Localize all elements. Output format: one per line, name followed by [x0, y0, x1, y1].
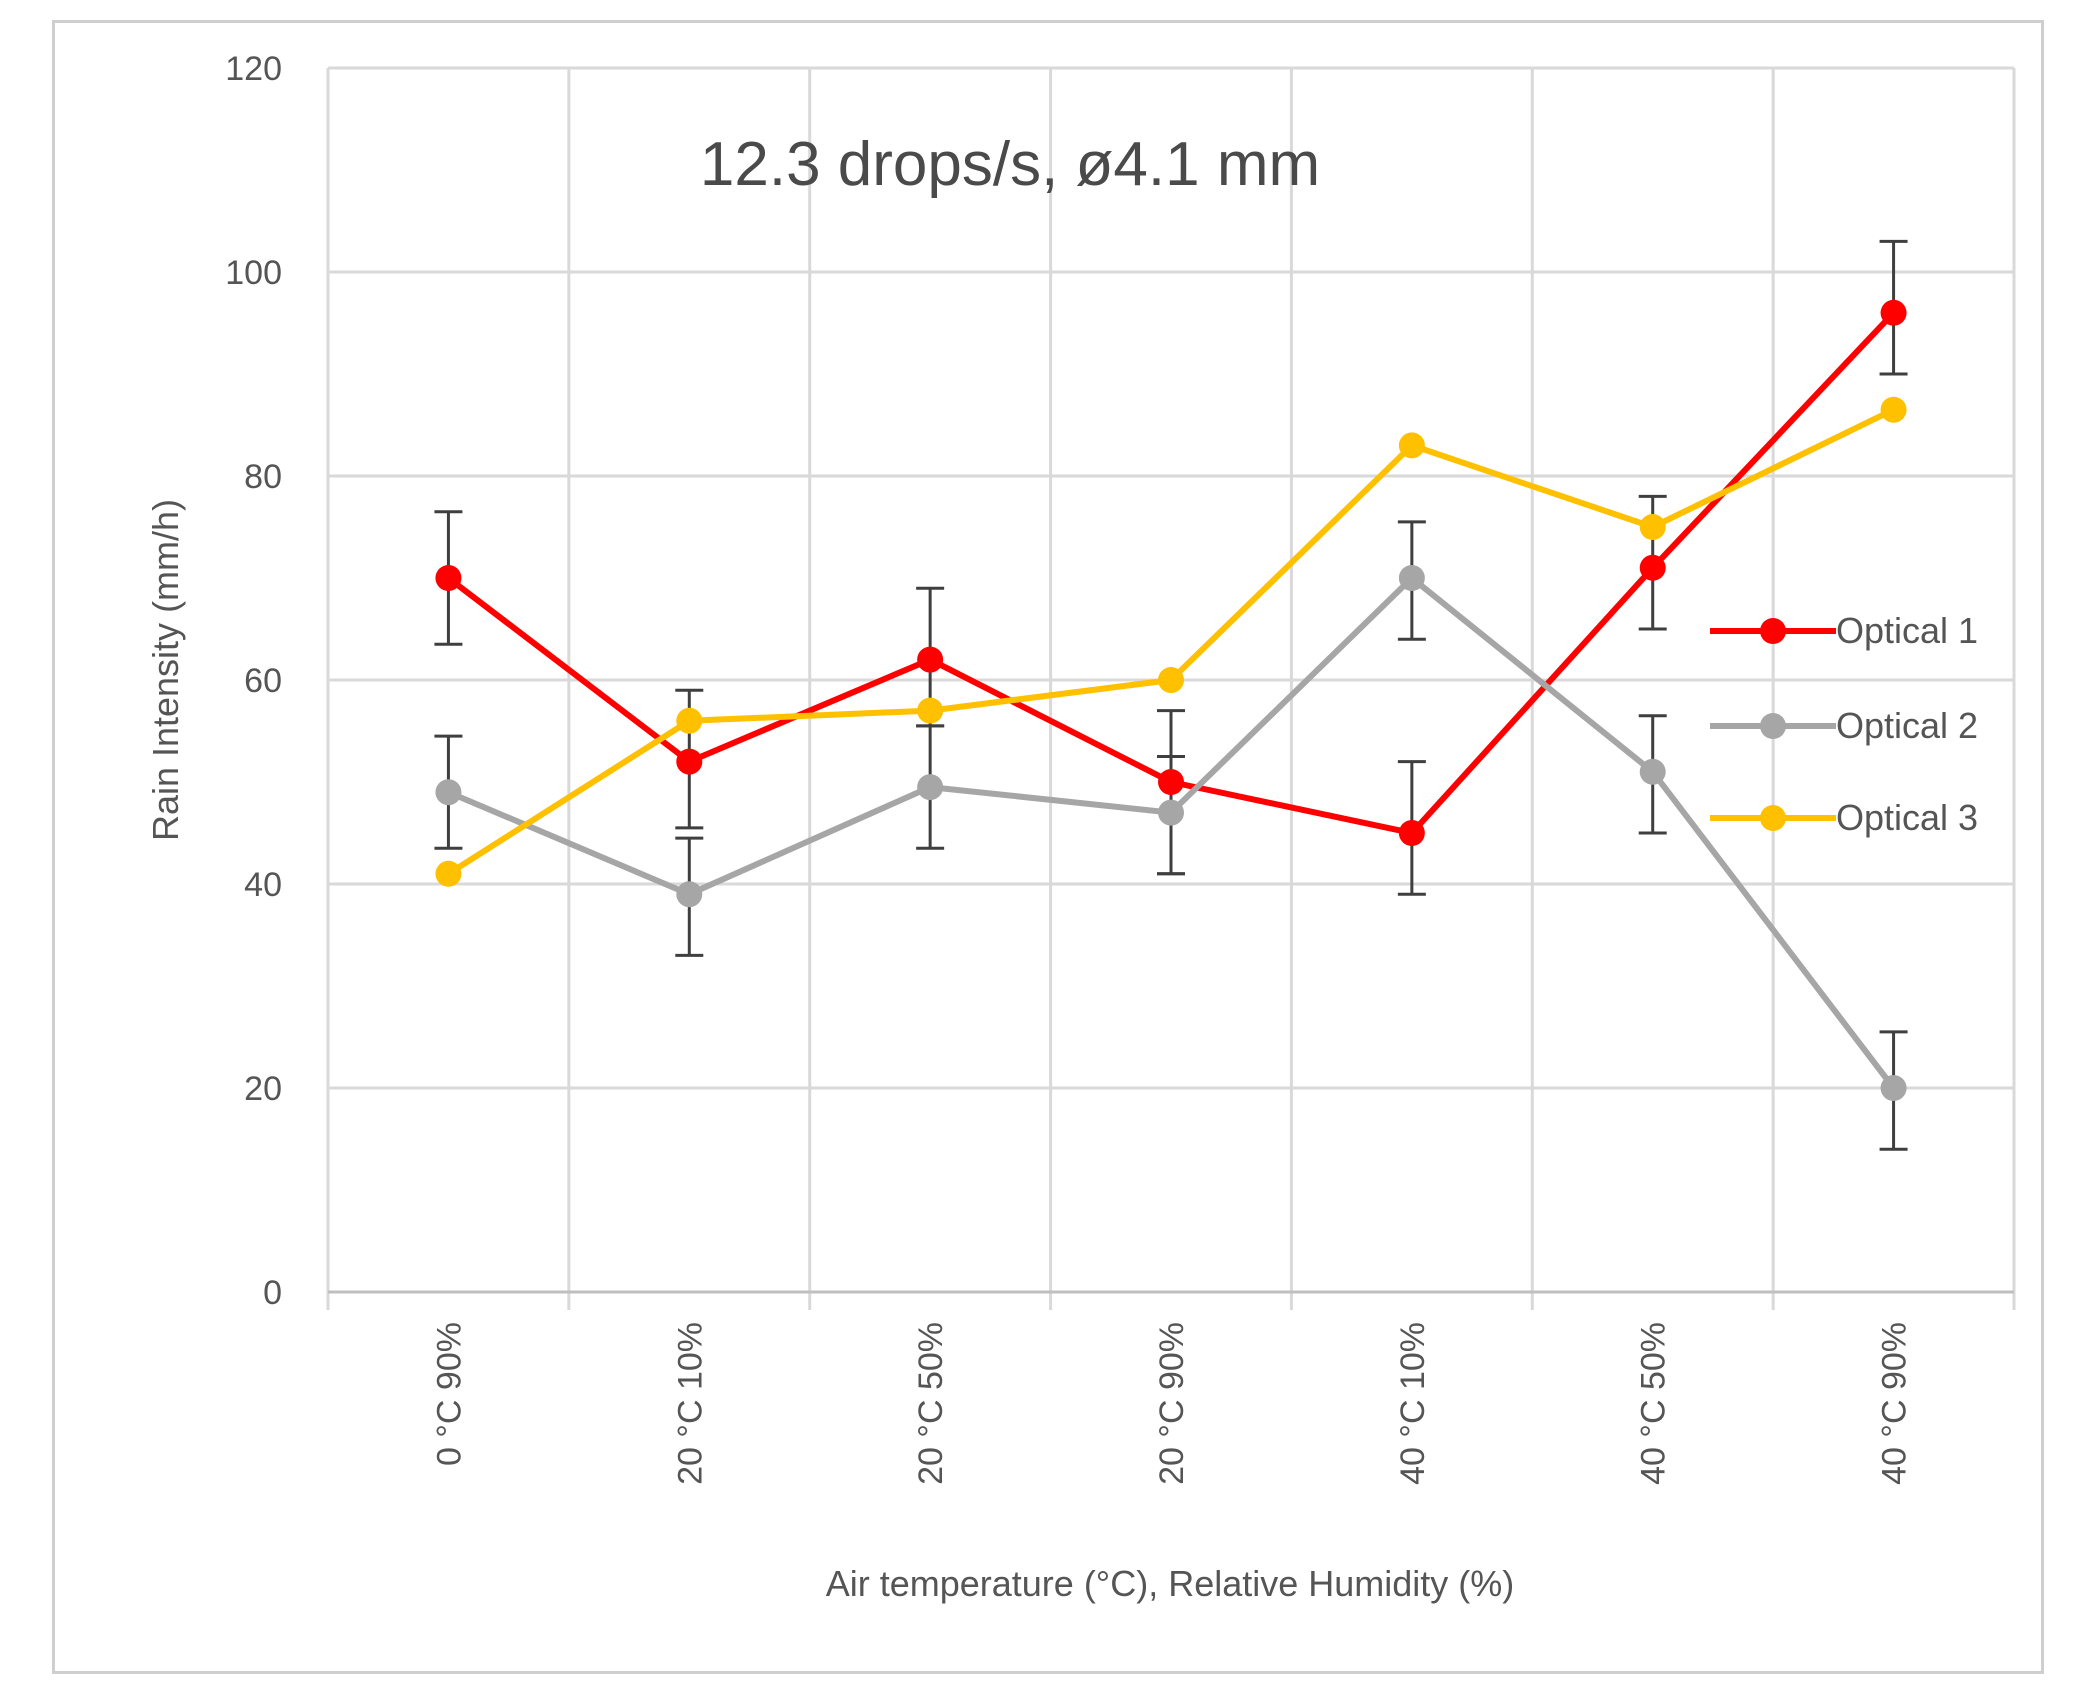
series-points — [435, 299, 1907, 1101]
legend: Optical 1 Optical 2 Optical 3 — [1710, 610, 1978, 838]
data-point-optical-3 — [917, 697, 944, 724]
y-tick-label: 60 — [244, 662, 282, 700]
legend-swatch-marker — [1760, 618, 1786, 644]
data-point-optical-1 — [917, 646, 944, 673]
y-axis-title: Rain Intensity (mm/h) — [145, 499, 186, 841]
legend-swatch-marker — [1760, 713, 1786, 739]
data-point-optical-3 — [1880, 396, 1907, 423]
legend-item-optical-3: Optical 3 — [1710, 797, 1978, 838]
legend-label: Optical 1 — [1836, 610, 1978, 651]
legend-swatch-marker — [1760, 805, 1786, 831]
y-tick-label: 20 — [244, 1070, 282, 1108]
x-tick-label: 20 °C 10% — [671, 1322, 709, 1485]
data-point-optical-3 — [435, 860, 462, 887]
y-tick-label: 80 — [244, 458, 282, 496]
grid — [326, 66, 2016, 1292]
data-point-optical-3 — [1158, 667, 1184, 693]
x-tick-label: 40 °C 10% — [1394, 1322, 1432, 1485]
data-point-optical-3 — [1398, 432, 1425, 459]
data-point-optical-1 — [435, 565, 462, 591]
data-point-optical-2 — [1398, 565, 1425, 591]
y-tick-labels: 0 20 40 60 80 100 120 — [225, 50, 282, 1312]
y-tick-label: 0 — [263, 1274, 282, 1312]
data-point-optical-3 — [1639, 514, 1666, 540]
chart-title: 12.3 drops/s, ø4.1 mm — [700, 130, 1320, 199]
x-tick-label: 0 °C 90% — [430, 1322, 468, 1466]
legend-item-optical-1: Optical 1 — [1710, 610, 1978, 651]
x-axis-title: Air temperature (°C), Relative Humidity … — [826, 1563, 1515, 1604]
data-point-optical-2 — [435, 779, 462, 806]
data-point-optical-3 — [676, 707, 703, 734]
x-tick-labels: 0 °C 90% 20 °C 10% 20 °C 50% 20 °C 90% 40 °C… — [430, 1322, 1913, 1485]
x-tick-label: 40 °C 90% — [1876, 1322, 1914, 1485]
y-tick-label: 120 — [225, 50, 282, 88]
data-point-optical-1 — [676, 748, 703, 775]
data-point-optical-1 — [1639, 554, 1666, 581]
data-point-optical-2 — [676, 881, 703, 908]
legend-label: Optical 2 — [1836, 705, 1978, 746]
legend-label: Optical 3 — [1836, 797, 1978, 838]
data-point-optical-1 — [1158, 769, 1184, 795]
y-tick-label: 40 — [244, 866, 282, 904]
y-tick-label: 100 — [225, 254, 282, 292]
x-tick-label: 20 °C 50% — [912, 1322, 950, 1485]
data-point-optical-2 — [1639, 758, 1666, 785]
series-lines — [446, 310, 1896, 1090]
error-bars — [434, 239, 1908, 1151]
data-point-optical-2 — [1158, 799, 1184, 826]
data-point-optical-2 — [1880, 1075, 1907, 1101]
legend-item-optical-2: Optical 2 — [1710, 705, 1978, 746]
x-tick-label: 40 °C 50% — [1635, 1322, 1673, 1485]
x-tick-label: 20 °C 90% — [1153, 1322, 1191, 1485]
axes — [326, 1290, 2016, 1310]
data-point-optical-2 — [917, 774, 944, 801]
data-point-optical-1 — [1398, 820, 1425, 846]
data-point-optical-1 — [1880, 299, 1907, 326]
